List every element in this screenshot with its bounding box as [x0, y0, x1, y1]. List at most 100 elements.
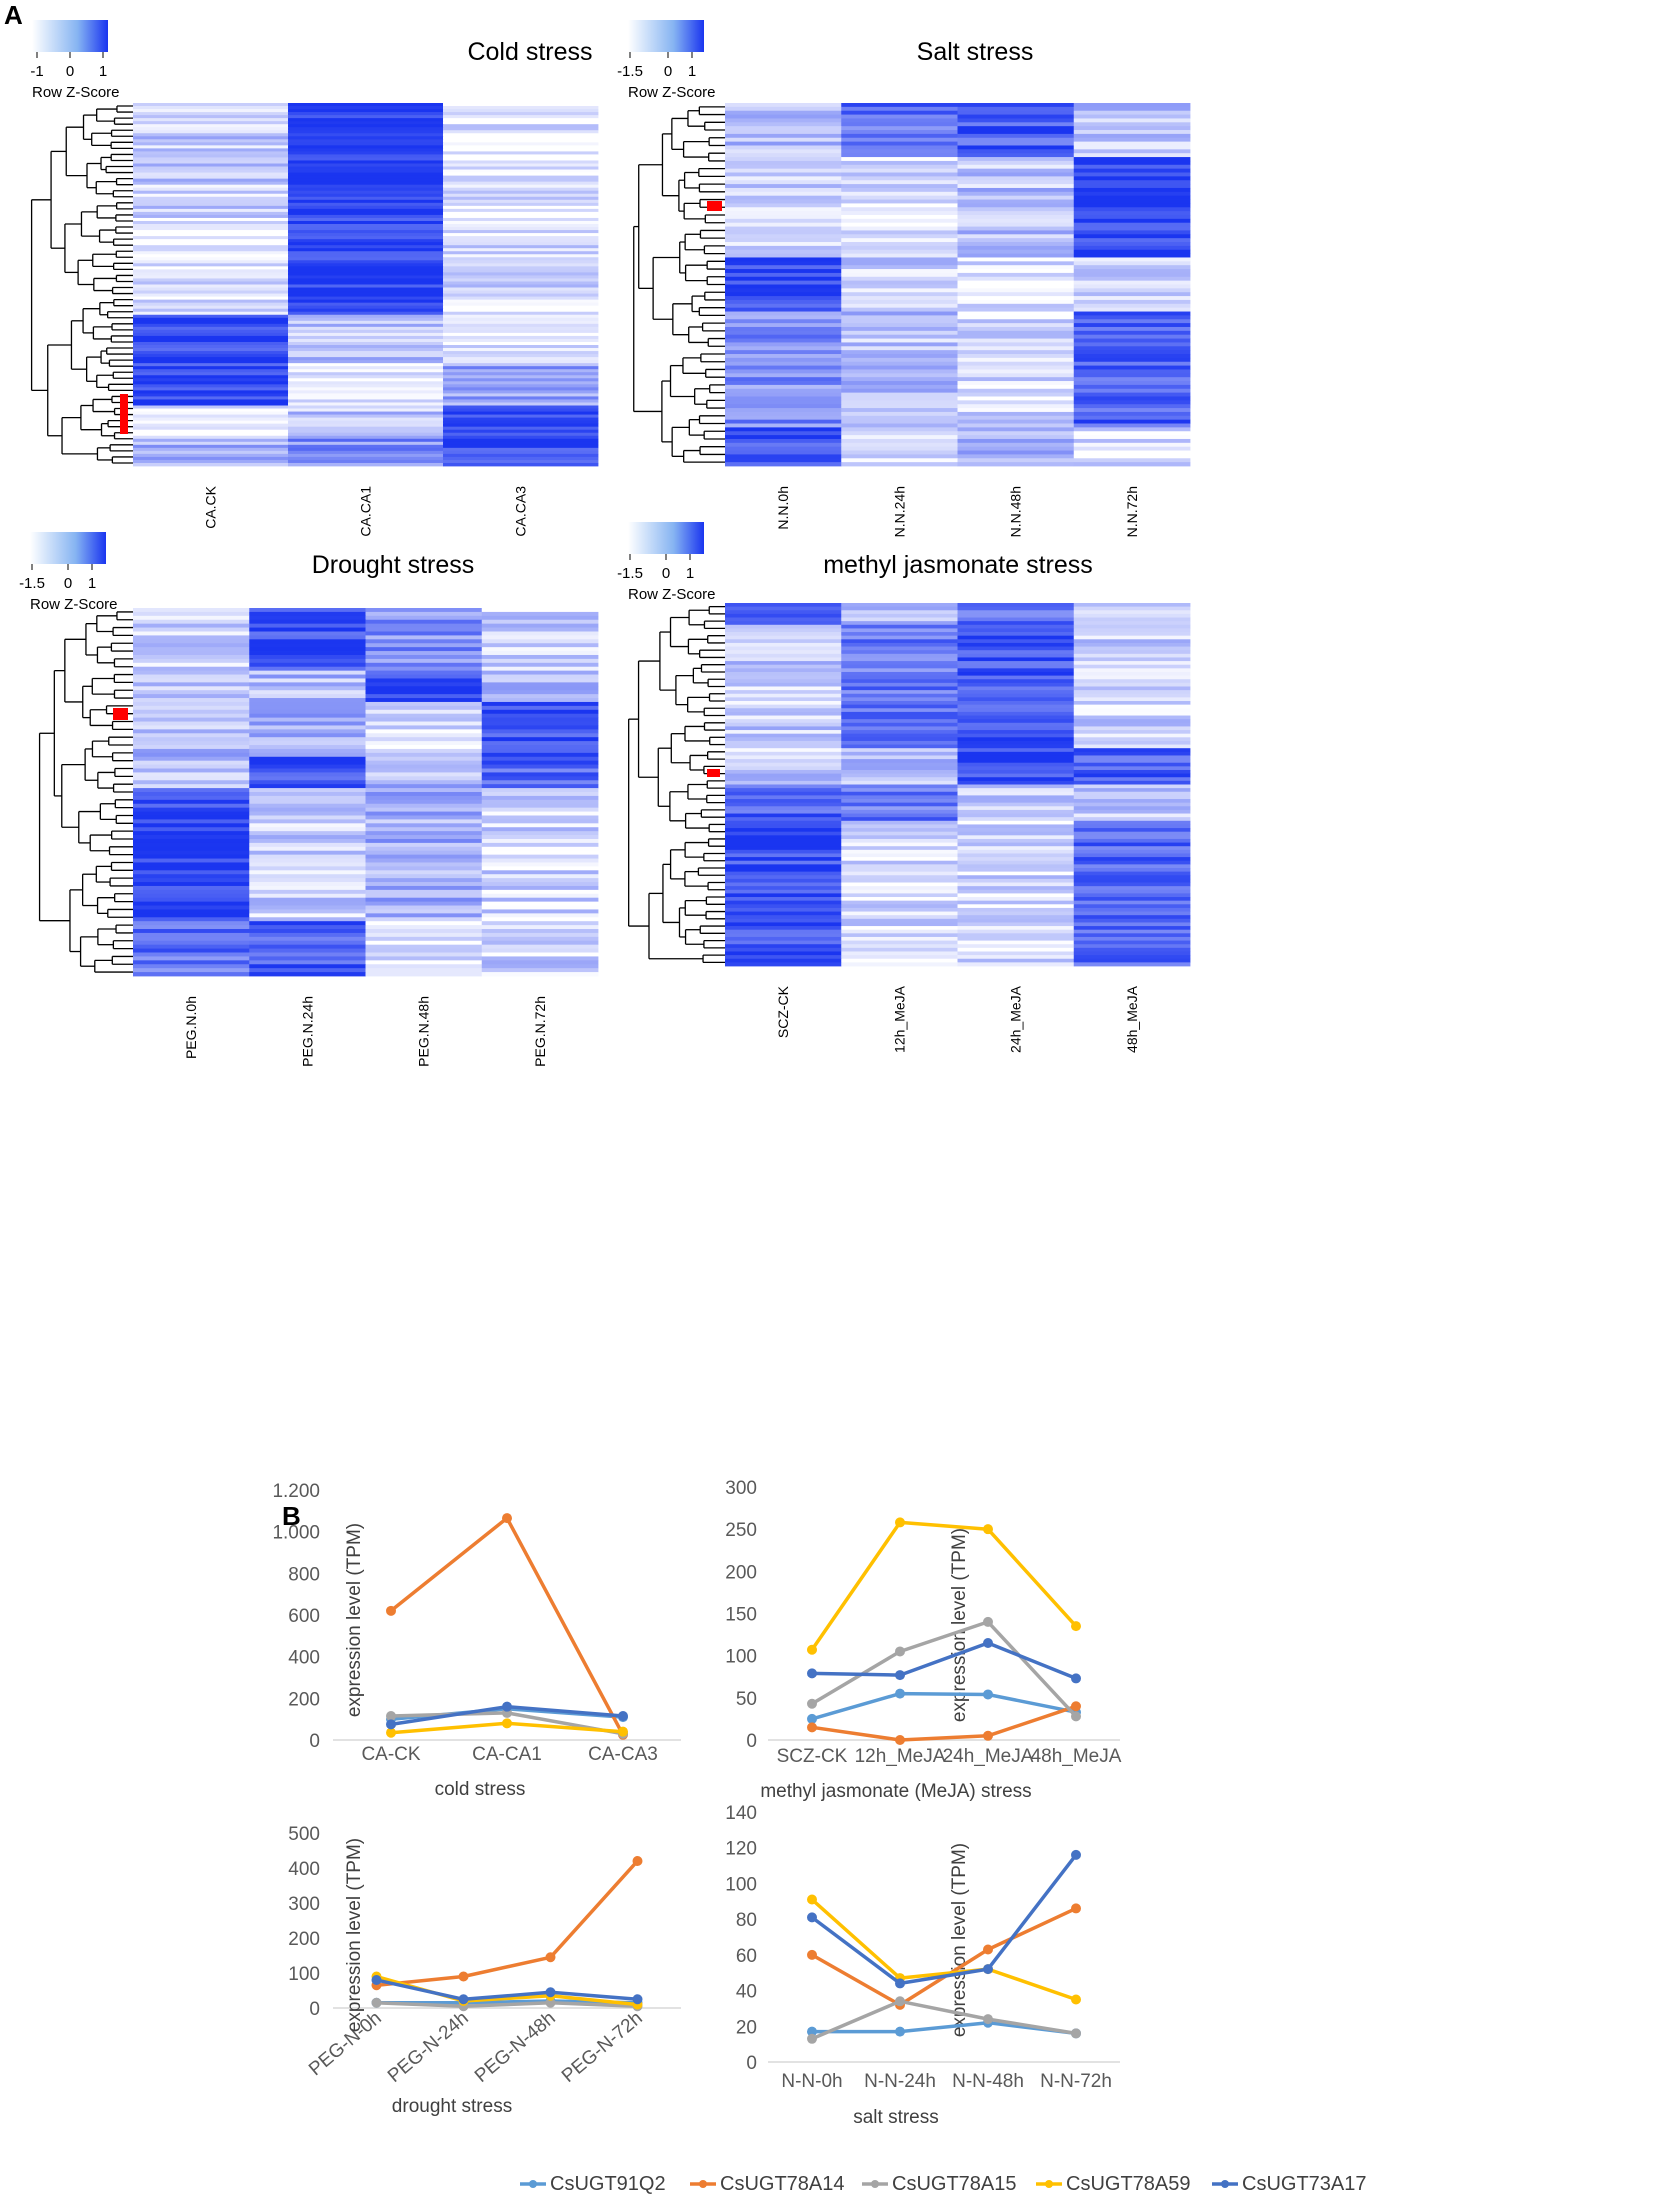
- heatmap-cell: [288, 447, 444, 452]
- heatmap-cell: [1073, 323, 1191, 328]
- heatmap-cell: [133, 854, 250, 859]
- heatmap-cell: [957, 411, 1075, 417]
- heatmap-cell: [957, 878, 1075, 883]
- heatmap-cell: [957, 799, 1075, 804]
- heatmap-cell: [481, 925, 599, 930]
- heatmap-cell: [1073, 762, 1191, 767]
- heatmap-cell: [288, 393, 444, 397]
- heatmap-cell: [443, 420, 599, 425]
- heatmap-cell: [133, 305, 289, 310]
- heatmap-cell: [957, 369, 1075, 374]
- heatmap-cell: [249, 799, 366, 805]
- heatmap-cell: [841, 126, 958, 131]
- heatmap-cell: [443, 308, 599, 313]
- heatmap-cell: [725, 261, 842, 266]
- series-line-csugt78a14: [811, 1906, 1077, 2007]
- heatmap-cell: [481, 674, 599, 679]
- heatmap-cell: [957, 195, 1075, 200]
- heatmap-cell: [841, 180, 958, 185]
- heatmap-cell: [133, 882, 250, 887]
- heatmap-cell: [443, 196, 599, 201]
- heatmap-cell: [725, 199, 842, 204]
- heatmap-cell: [725, 697, 842, 702]
- heatmap-cell: [249, 874, 366, 879]
- heatmap-cell: [725, 388, 842, 394]
- heatmap-cell: [133, 354, 289, 358]
- heatmap-cell: [725, 226, 842, 231]
- heatmap-cell: [725, 427, 842, 432]
- data-point-csugt78a14: [895, 1735, 905, 1745]
- heatmap-cell: [288, 236, 444, 240]
- heatmap-cell: [1073, 218, 1191, 224]
- heatmap-cell: [133, 799, 250, 805]
- heatmap-cell: [725, 907, 842, 912]
- heatmap-cell: [133, 948, 250, 953]
- heatmap-cell: [841, 242, 958, 247]
- heatmap-cell: [725, 682, 842, 687]
- heatmap-cell: [1073, 176, 1191, 181]
- heatmap-cell: [957, 435, 1075, 440]
- heatmap-cell: [1073, 423, 1191, 428]
- heatmap-cell: [481, 772, 599, 777]
- heatmap-cell: [133, 154, 289, 158]
- heatmap-cell: [725, 238, 842, 243]
- heatmap-cell: [1073, 617, 1191, 622]
- heatmap-cell: [249, 623, 366, 628]
- heatmap-cell: [957, 661, 1075, 666]
- heatmap-cell: [249, 842, 366, 848]
- heatmap-cell: [443, 263, 599, 267]
- y-tick-label: 100: [288, 1964, 320, 1985]
- heatmap-cell: [725, 354, 842, 359]
- heatmap-cell: [133, 435, 289, 440]
- heatmap-cell: [365, 635, 483, 640]
- heatmap-cell: [841, 918, 958, 923]
- heatmap-cell: [365, 631, 483, 636]
- heatmap-cell: [365, 619, 483, 625]
- heatmap-cell: [841, 711, 958, 716]
- heatmap-cell: [1073, 103, 1191, 108]
- x-axis-title: methyl jasmonate (MeJA) stress: [760, 1781, 1031, 1802]
- heatmap-cell: [481, 960, 599, 965]
- heatmap-cell: [957, 326, 1075, 332]
- heatmap-cell: [133, 725, 250, 730]
- heatmap-cell: [841, 835, 958, 840]
- heatmap-column-label: N.N.48h: [1008, 486, 1024, 537]
- heatmap-cell: [249, 686, 366, 691]
- heatmap-cell: [1073, 875, 1191, 880]
- heatmap-cell: [443, 169, 599, 173]
- heatmap-cell: [288, 121, 444, 125]
- series-legend: CsUGT91Q2 CsUGT78A14 CsUGT78A15 CsUGT78A59 C…: [520, 2173, 1367, 2195]
- heatmap-cell: [1073, 299, 1191, 305]
- color-key-tick-label: -1: [30, 63, 43, 80]
- heatmap-cell: [841, 261, 958, 266]
- heatmap-cell: [1073, 849, 1191, 854]
- heatmap-cell: [725, 817, 842, 822]
- heatmap-cell: [841, 947, 958, 952]
- heatmap-cell: [443, 329, 599, 334]
- x-tick-label: N-N-72h: [1040, 2071, 1112, 2092]
- heatmap-cell: [249, 654, 366, 660]
- heatmap-cell: [725, 809, 842, 814]
- heatmap-cell: [133, 199, 289, 204]
- heatmap-cell: [841, 719, 958, 724]
- heatmap-cell: [1073, 853, 1191, 858]
- heatmap-cell: [1073, 828, 1191, 833]
- heatmap-cell: [725, 701, 842, 706]
- heatmap-cell: [725, 795, 842, 800]
- heatmap-cell: [133, 651, 250, 656]
- heatmap-cell: [249, 717, 366, 722]
- heatmap-cell: [957, 392, 1075, 397]
- data-point-csugt78a15: [386, 1711, 396, 1722]
- data-point-csugt91q2: [807, 2026, 817, 2037]
- heatmap-cell: [841, 272, 958, 278]
- heatmap-cell: [481, 733, 599, 738]
- color-key-tick-label: -1.5: [617, 565, 643, 582]
- heatmap-cell: [725, 849, 842, 854]
- heatmap-column-label: CA.CA1: [358, 486, 374, 537]
- heatmap-cell: [725, 276, 842, 282]
- heatmap-cell: [481, 752, 599, 758]
- heatmap-cell: [365, 694, 483, 699]
- heatmap-cell: [725, 222, 842, 227]
- heatmap-cell: [725, 962, 842, 967]
- heatmap-cell: [957, 744, 1075, 749]
